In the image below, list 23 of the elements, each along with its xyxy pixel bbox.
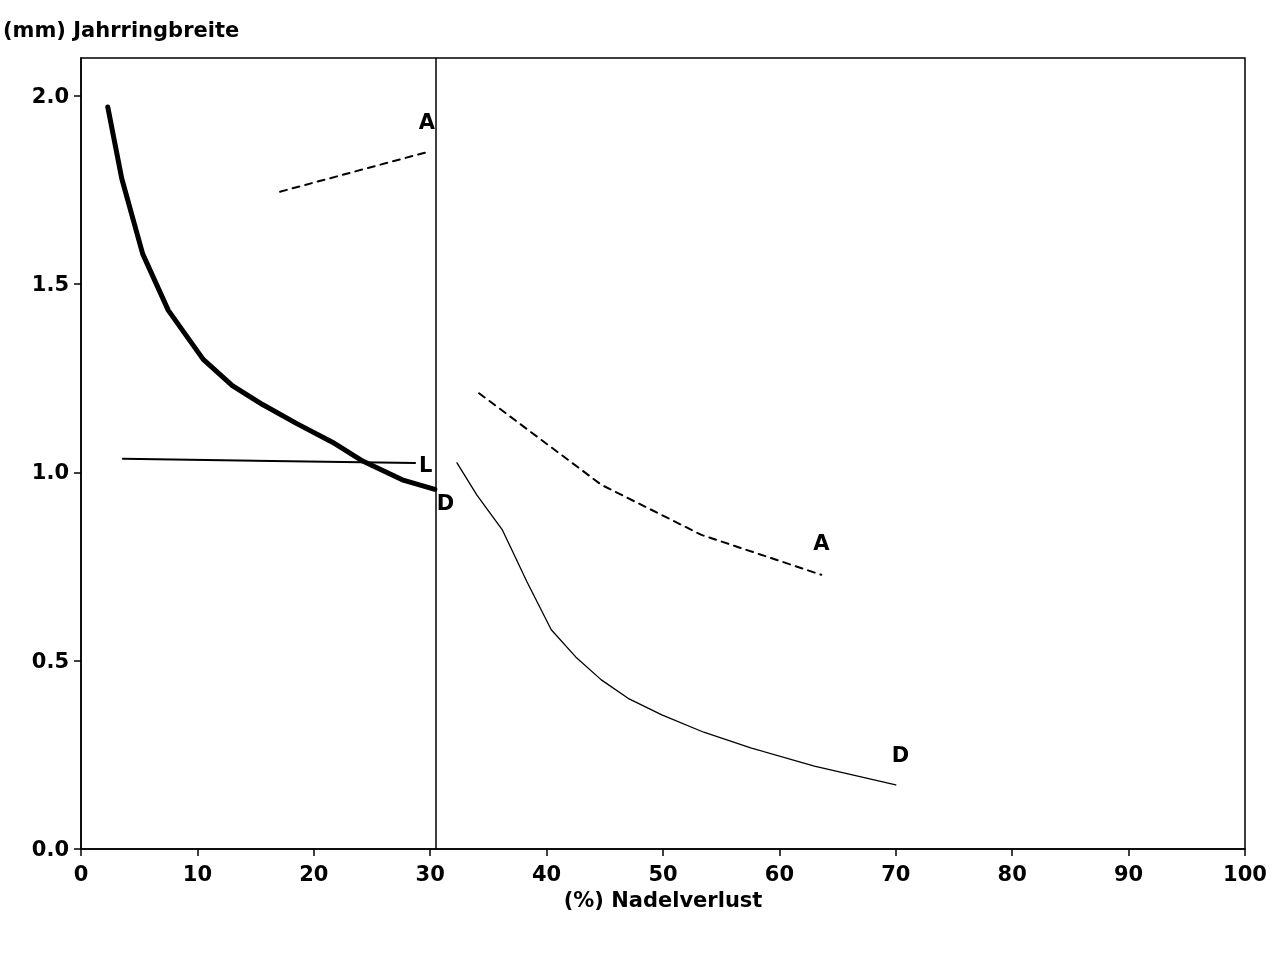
y-tick-label: 1.0	[31, 460, 69, 485]
y-axis-title: (mm) Jahrringbreite	[3, 17, 240, 42]
x-tick-label: 0	[73, 861, 89, 886]
x-tick-label: 70	[881, 861, 911, 886]
x-tick-label: 80	[997, 861, 1027, 886]
x-tick-label: 10	[182, 861, 213, 886]
y-tick-label: 1.5	[31, 272, 69, 296]
series-label: A	[813, 530, 831, 555]
x-tick-label: 90	[1113, 861, 1144, 886]
y-tick-label: 0.5	[31, 648, 69, 673]
x-tick-label: 60	[764, 861, 795, 886]
series-label: D	[436, 491, 455, 516]
series-label: A	[418, 110, 436, 135]
series-label: D	[891, 742, 910, 767]
series-label: L	[419, 452, 433, 477]
x-tick-label: 100	[1223, 861, 1267, 886]
y-tick-label: 2.0	[31, 83, 69, 108]
x-axis-title: (%) Nadelverlust	[563, 887, 763, 912]
x-tick-label: 40	[531, 861, 562, 886]
x-tick-label: 50	[648, 861, 678, 886]
x-tick-label: 30	[415, 861, 445, 886]
y-tick-label: 0.0	[31, 837, 69, 861]
x-tick-label: 20	[299, 861, 329, 886]
